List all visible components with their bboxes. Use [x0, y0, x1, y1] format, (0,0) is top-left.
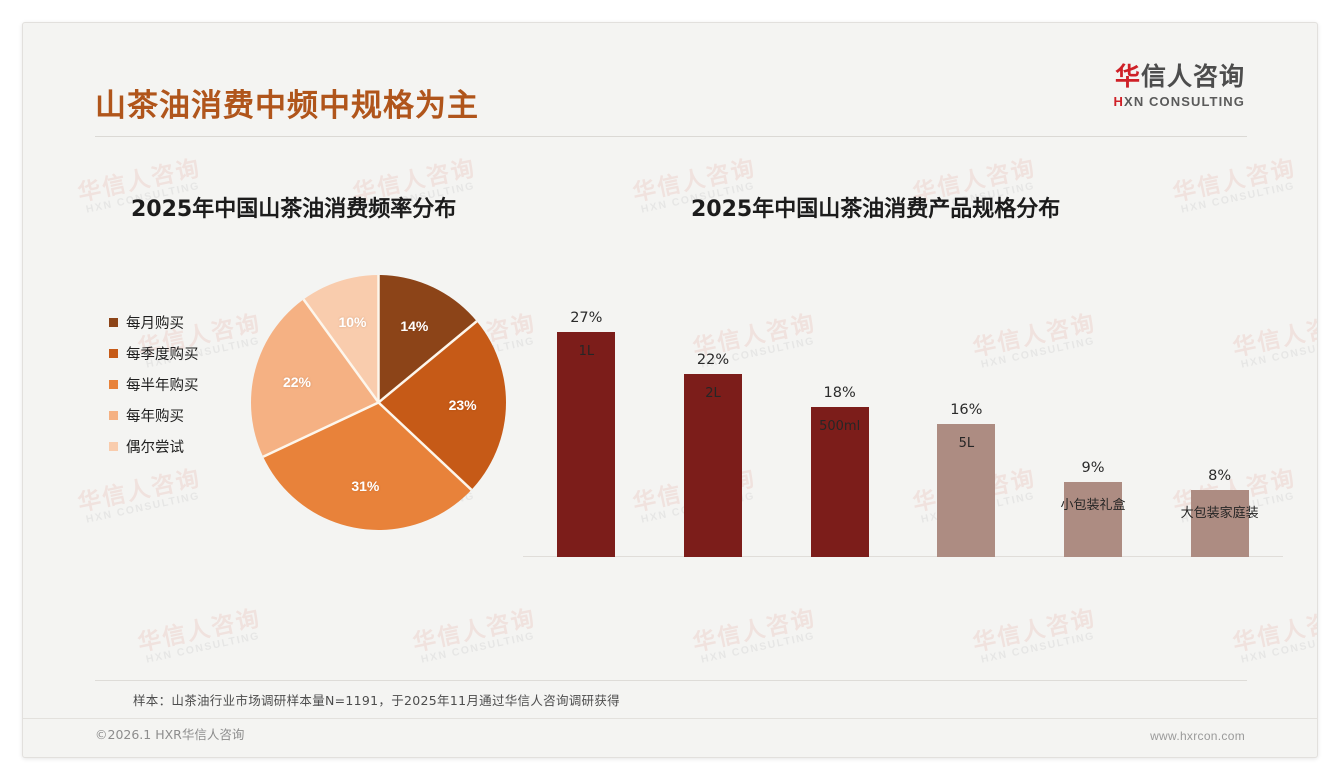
bar-rect [1064, 482, 1122, 557]
bar-category-label: 2L [705, 385, 721, 401]
pie-legend-item[interactable]: 每半年购买 [109, 369, 199, 400]
logo-english-rest: XN CONSULTING [1124, 93, 1245, 109]
bar-rect [1190, 490, 1249, 557]
pie-chart-title: 2025年中国山茶油消费频率分布 [131, 197, 457, 222]
bar-value-label: 8% [1208, 468, 1232, 485]
logo-english-accent: H [1113, 93, 1125, 109]
bar-category-label: 小包装礼盒 [1060, 498, 1126, 513]
pie-slice-label: 31% [351, 477, 380, 494]
footer-divider [23, 718, 1317, 719]
bar-category-label: 1L [578, 344, 595, 359]
bar-column[interactable]: 27% 1L [557, 310, 616, 557]
legend-swatch-icon [109, 349, 118, 358]
note-divider [95, 680, 1247, 681]
sample-note: 样本：山茶油行业市场调研样本量N=1191，于2025年11月通过华信人咨询调研… [133, 693, 620, 708]
bar-value-label: 16% [950, 401, 983, 418]
bar-column[interactable]: 9% 小包装礼盒 [1060, 460, 1126, 557]
pie-legend-item[interactable]: 每月购买 [109, 307, 199, 338]
pie-slice-label: 10% [338, 314, 367, 331]
bar-rect [810, 407, 869, 557]
pie-legend-item[interactable]: 每季度购买 [109, 338, 199, 369]
bar-rect [557, 332, 616, 557]
bar-category-label: 500ml [819, 419, 861, 434]
bar-baseline [523, 556, 1283, 557]
bar-category-label: 5L [958, 435, 975, 451]
pie-legend: 每月购买每季度购买每半年购买每年购买偶尔尝试 [109, 307, 199, 462]
logo-chinese: 华信人咨询 [1114, 63, 1245, 91]
title-divider [95, 136, 1247, 137]
company-logo: 华信人咨询 HXN CONSULTING [1114, 63, 1245, 109]
bar-rect [937, 423, 996, 557]
slide-header: 山茶油消费中频中规格为主 华信人咨询 HXN CONSULTING [23, 23, 1317, 145]
pie-legend-label: 每月购买 [126, 316, 184, 332]
bar-column[interactable]: 16% 5L [937, 402, 996, 557]
bar-chart: 27% 1L 22% 2L 18% 500ml 16% 5L 9% 小包装礼盒 8% 大包装家庭装 [523, 265, 1283, 595]
pie-legend-label: 每季度购买 [126, 347, 199, 363]
website-link[interactable]: www.hxrcon.com [1150, 729, 1245, 743]
bar-column[interactable]: 8% 大包装家庭装 [1181, 468, 1259, 557]
legend-swatch-icon [109, 318, 118, 327]
bar-chart-title: 2025年中国山茶油消费产品规格分布 [691, 197, 1061, 222]
pie-legend-label: 每半年购买 [126, 378, 199, 394]
bar-value-label: 27% [570, 310, 603, 326]
pie-legend-item[interactable]: 偶尔尝试 [109, 431, 199, 462]
pie-chart: 每月购买每季度购买每半年购买每年购买偶尔尝试 14% 23% 31% 22% 10% [83, 265, 553, 565]
pie-slice-label: 14% [400, 318, 429, 335]
pie-graphic: 14% 23% 31% 22% 10% [251, 275, 506, 530]
legend-swatch-icon [109, 380, 118, 389]
pie-slice-label: 23% [448, 397, 477, 414]
pie-legend-label: 偶尔尝试 [126, 440, 184, 456]
bar-value-label: 18% [823, 385, 856, 401]
logo-english: HXN CONSULTING [1114, 94, 1245, 109]
slide: 华信人咨询 HXN CONSULTING 华信人咨询 HXN CONSULTING 华信… [22, 22, 1318, 758]
page-title: 山茶油消费中频中规格为主 [95, 88, 479, 124]
bar-column[interactable]: 18% 500ml [810, 385, 869, 557]
pie-legend-item[interactable]: 每年购买 [109, 400, 199, 431]
pie-slice-label: 22% [282, 373, 311, 390]
legend-swatch-icon [109, 442, 118, 451]
bar-category-label: 大包装家庭装 [1180, 506, 1259, 522]
copyright-text: ©2026.1 HXR华信人咨询 [95, 727, 245, 742]
logo-chinese-accent: 华 [1114, 62, 1141, 91]
bar-column[interactable]: 22% 2L [684, 352, 742, 557]
bar-value-label: 22% [696, 351, 730, 368]
charts-area: 2025年中国山茶油消费频率分布 2025年中国山茶油消费产品规格分布 每月购买… [23, 145, 1317, 675]
bar-rect [684, 373, 742, 557]
bar-value-label: 9% [1081, 460, 1105, 476]
pie-legend-label: 每年购买 [126, 409, 184, 425]
legend-swatch-icon [109, 411, 118, 420]
logo-chinese-rest: 信人咨询 [1140, 62, 1245, 91]
